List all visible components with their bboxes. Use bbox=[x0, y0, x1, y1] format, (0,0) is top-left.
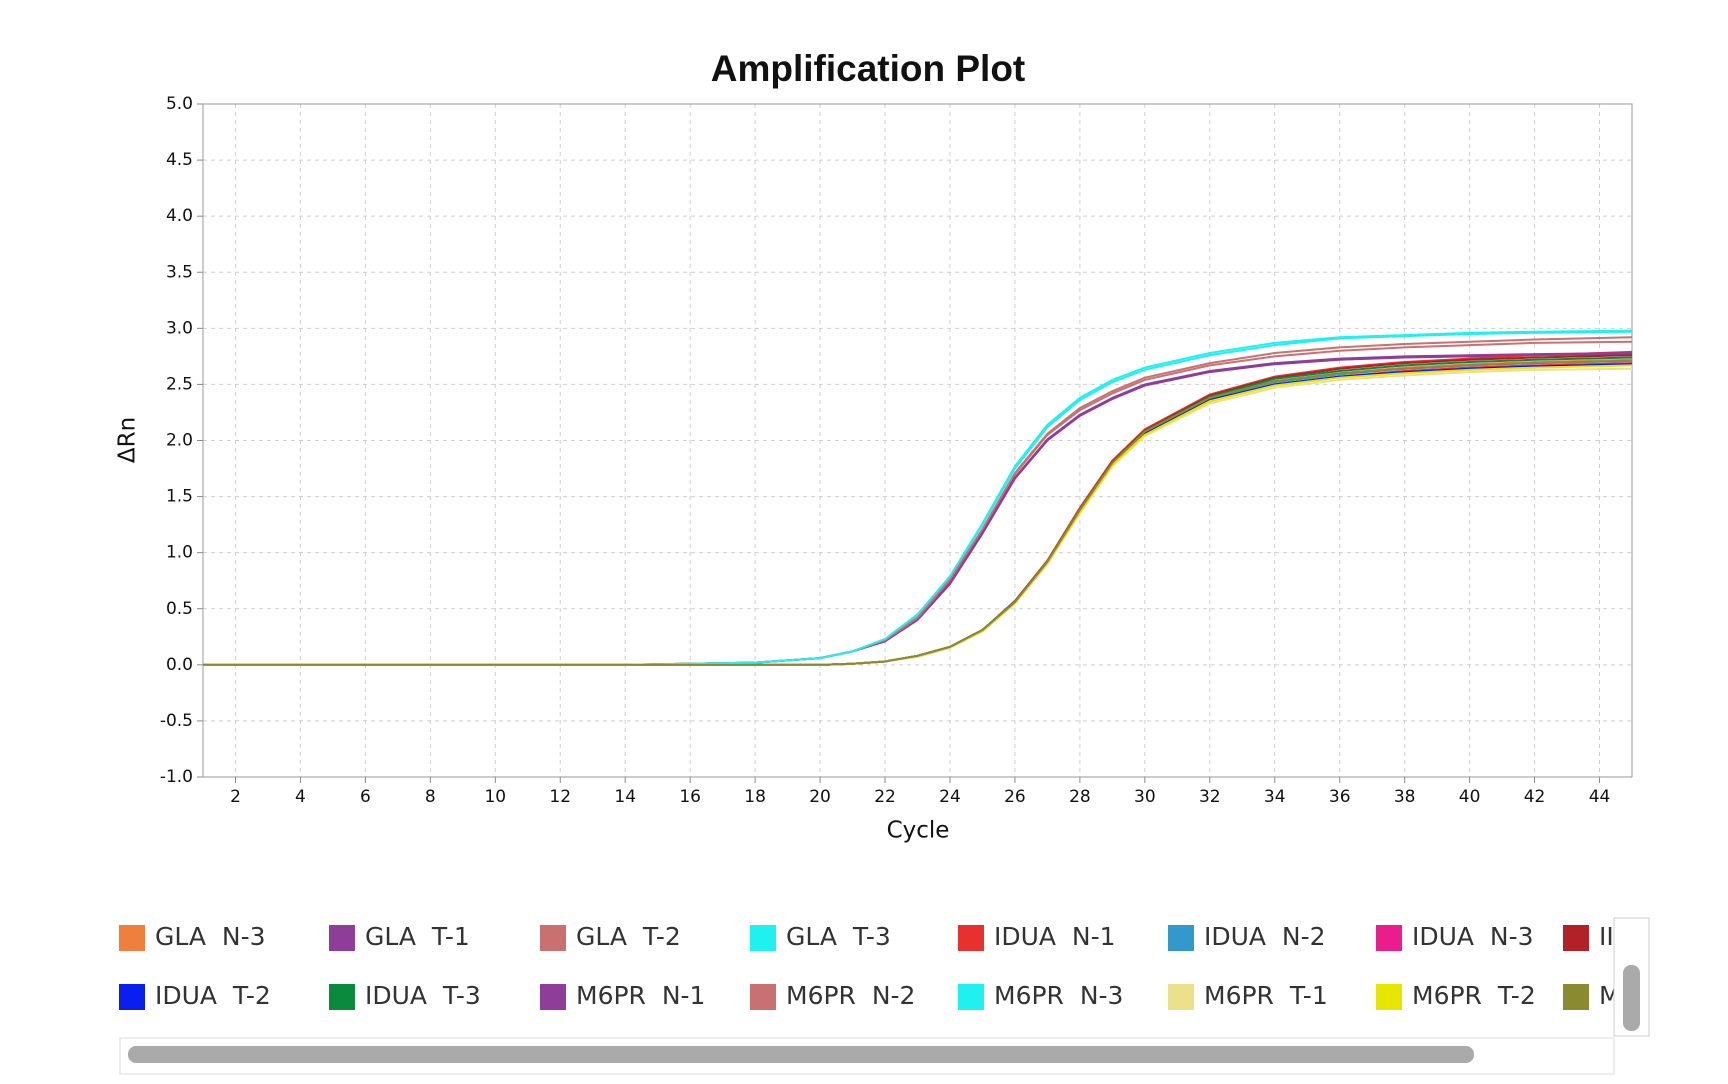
legend-label: IDUA T-3 bbox=[365, 981, 481, 1010]
legend-swatch bbox=[1168, 925, 1194, 951]
legend-swatch bbox=[1376, 984, 1402, 1010]
legend-label: M bbox=[1599, 981, 1621, 1010]
x-tick-label: 38 bbox=[1394, 787, 1416, 807]
legend-scrollbar[interactable] bbox=[1623, 965, 1640, 1031]
plot-frame bbox=[202, 103, 1633, 778]
y-axis-label: ΔRn bbox=[115, 417, 141, 463]
legend-label: II bbox=[1599, 922, 1614, 951]
x-tick-label: 20 bbox=[809, 787, 831, 807]
x-tick-label: 2 bbox=[230, 787, 241, 807]
legend-swatch bbox=[540, 984, 566, 1010]
legend-label: M6PR T-1 bbox=[1204, 981, 1328, 1010]
x-tick-label: 30 bbox=[1134, 787, 1156, 807]
legend-swatch bbox=[119, 984, 145, 1010]
x-tick-label: 32 bbox=[1199, 787, 1221, 807]
x-tick-label: 40 bbox=[1459, 787, 1481, 807]
x-tick-label: 4 bbox=[295, 787, 306, 807]
series-line bbox=[203, 329, 1633, 666]
legend-label: GLA T-1 bbox=[365, 922, 470, 951]
x-tick-label: 12 bbox=[549, 787, 571, 807]
y-tick-label: 3.5 bbox=[166, 262, 193, 282]
y-tick-label: 0.5 bbox=[166, 599, 193, 619]
x-tick-label: 28 bbox=[1069, 787, 1091, 807]
y-tick-label: -0.5 bbox=[160, 711, 193, 731]
legend-swatch bbox=[1563, 925, 1589, 951]
legend-label: M6PR N-3 bbox=[994, 981, 1123, 1010]
x-tick-label: 34 bbox=[1264, 787, 1286, 807]
y-tick-label: 2.0 bbox=[166, 431, 193, 451]
x-axis-label: Cycle bbox=[887, 818, 950, 844]
legend-swatch bbox=[329, 984, 355, 1010]
chart-title: Amplification Plot bbox=[711, 48, 1026, 89]
x-tick-label: 44 bbox=[1589, 787, 1611, 807]
x-tick-label: 8 bbox=[425, 787, 436, 807]
legend-swatch bbox=[1376, 925, 1402, 951]
legend-swatch bbox=[119, 925, 145, 951]
x-tick-label: 14 bbox=[614, 787, 636, 807]
y-tick-label: 1.5 bbox=[166, 487, 193, 507]
y-tick-label: 0.0 bbox=[166, 655, 193, 675]
y-tick-label: -1.0 bbox=[160, 767, 193, 787]
x-tick-label: 36 bbox=[1329, 787, 1351, 807]
x-tick-label: 42 bbox=[1524, 787, 1546, 807]
y-tick-label: 4.0 bbox=[166, 206, 193, 226]
legend: GLA N-3 GLA T-1 GLA T-2 GLA T-3 IDUA N-1 IDUA… bbox=[119, 922, 1621, 1010]
y-tick-label: 2.5 bbox=[166, 374, 193, 394]
x-tick-label: 16 bbox=[679, 787, 701, 807]
y-tick-label: 4.5 bbox=[166, 150, 193, 170]
legend-label: IDUA N-1 bbox=[994, 922, 1116, 951]
legend-label: M6PR T-2 bbox=[1412, 981, 1536, 1010]
legend-swatch bbox=[540, 925, 566, 951]
legend-label: IDUA T-2 bbox=[155, 981, 271, 1010]
legend-label: IDUA N-2 bbox=[1204, 922, 1326, 951]
series-line bbox=[203, 359, 1633, 666]
legend-label: M6PR N-2 bbox=[786, 981, 915, 1010]
legend-swatch bbox=[329, 925, 355, 951]
legend-swatch bbox=[750, 984, 776, 1010]
plot-area: -1.0 -0.5 0.0 0.5 1.0 1.5 2.0 2.5 3.0 3.5 4.0 4.5 5.… bbox=[160, 94, 1633, 807]
x-tick-label: 26 bbox=[1004, 787, 1026, 807]
legend-label: IDUA N-3 bbox=[1412, 922, 1534, 951]
y-tick-label: 1.0 bbox=[166, 543, 193, 563]
x-tick-label: 10 bbox=[484, 787, 506, 807]
legend-swatch bbox=[750, 925, 776, 951]
y-tick-label: 3.0 bbox=[166, 318, 193, 338]
legend-swatch bbox=[1168, 984, 1194, 1010]
legend-label: GLA T-2 bbox=[576, 922, 681, 951]
y-tick-label: 5.0 bbox=[166, 94, 193, 114]
legend-swatch bbox=[958, 925, 984, 951]
legend-label: M6PR N-1 bbox=[576, 981, 705, 1010]
x-tick-label: 22 bbox=[874, 787, 896, 807]
legend-label: GLA N-3 bbox=[155, 922, 266, 951]
x-tick-label: 18 bbox=[744, 787, 766, 807]
legend-hscrollbar[interactable] bbox=[128, 1046, 1474, 1063]
legend-label: GLA T-3 bbox=[786, 922, 891, 951]
legend-swatch bbox=[958, 984, 984, 1010]
x-tick-label: 6 bbox=[360, 787, 371, 807]
legend-swatch bbox=[1563, 984, 1589, 1010]
x-tick-label: 24 bbox=[939, 787, 961, 807]
